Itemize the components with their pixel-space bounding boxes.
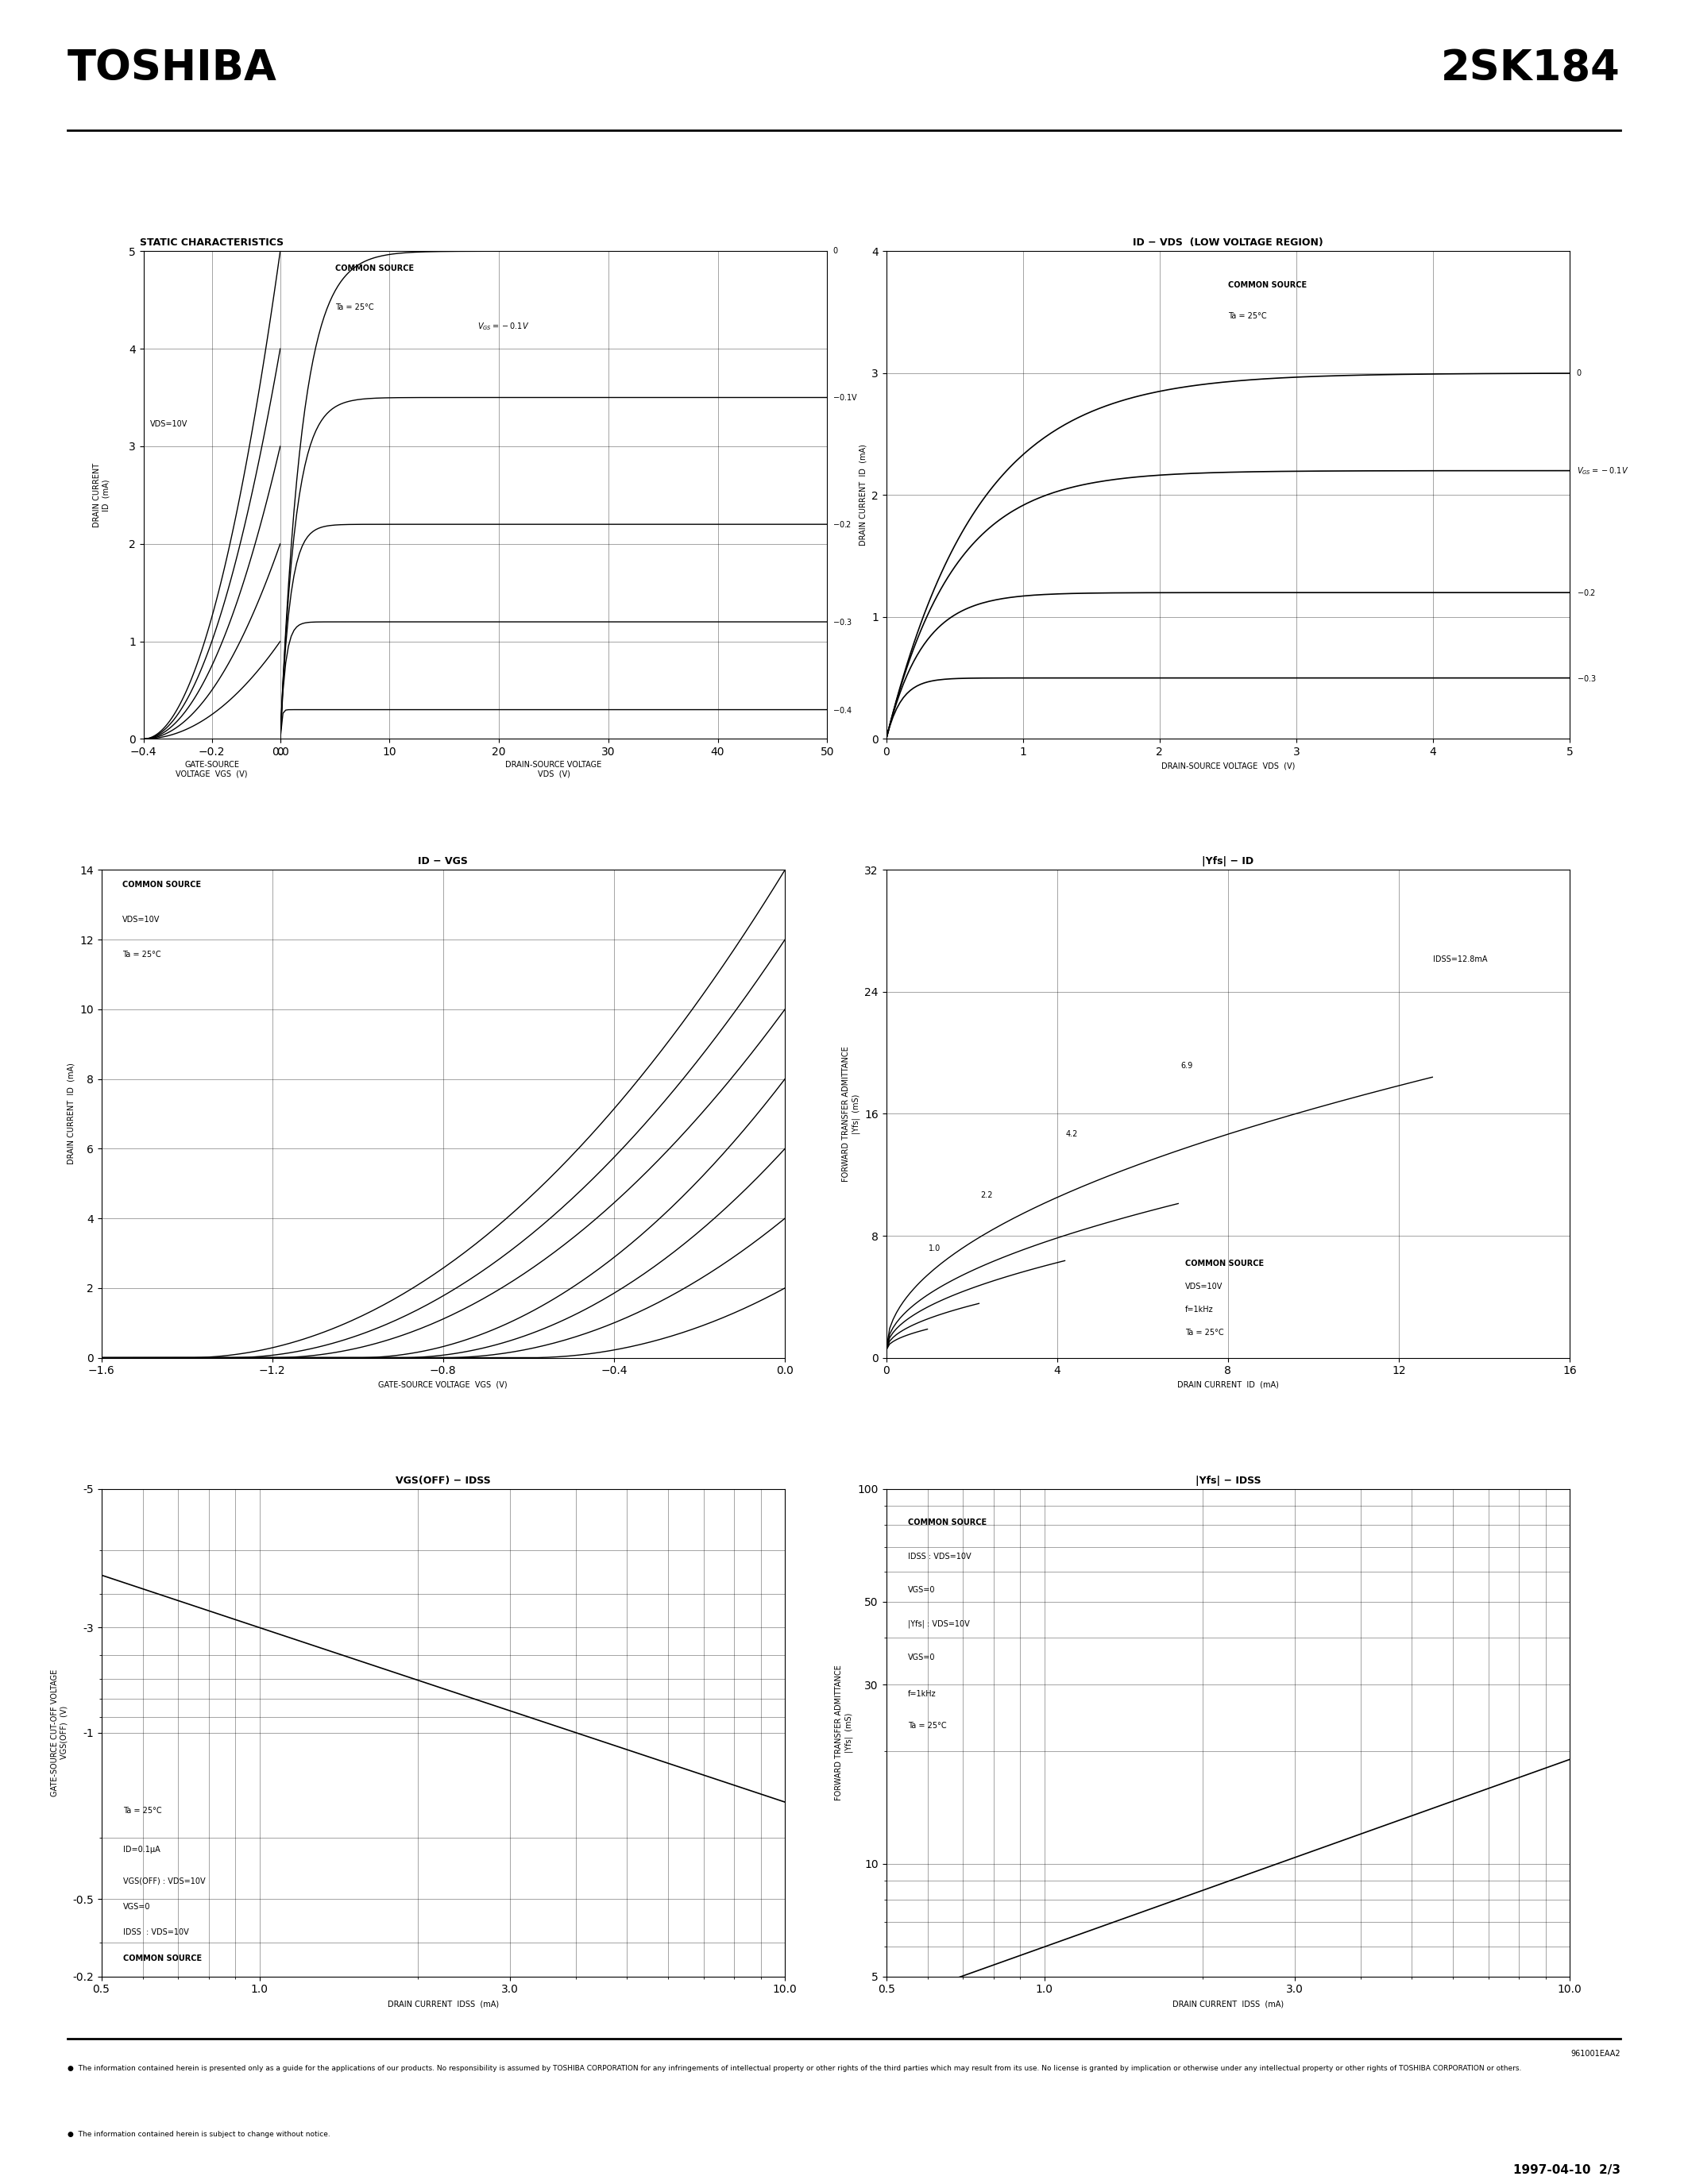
Y-axis label: DRAIN CURRENT  ID  (mA): DRAIN CURRENT ID (mA) bbox=[859, 443, 868, 546]
Text: 4.2: 4.2 bbox=[1065, 1131, 1079, 1138]
Text: ●  The information contained herein is presented only as a guide for the applica: ● The information contained herein is pr… bbox=[68, 2064, 1521, 2073]
Text: COMMON SOURCE: COMMON SOURCE bbox=[1185, 1260, 1264, 1269]
Text: Ta = 25°C: Ta = 25°C bbox=[334, 304, 373, 312]
Title: |Yfs| − IDSS: |Yfs| − IDSS bbox=[1195, 1476, 1261, 1485]
Text: $-0.4$: $-0.4$ bbox=[832, 705, 852, 714]
Text: VDS=10V: VDS=10V bbox=[123, 915, 160, 924]
Text: $-0.2$: $-0.2$ bbox=[832, 520, 852, 529]
Text: |Yfs| : VDS=10V: |Yfs| : VDS=10V bbox=[908, 1621, 969, 1627]
Text: TOSHIBA: TOSHIBA bbox=[68, 48, 277, 90]
Text: VDS=10V: VDS=10V bbox=[1185, 1282, 1222, 1291]
Text: IDSS : VDS=10V: IDSS : VDS=10V bbox=[908, 1553, 971, 1562]
Text: COMMON SOURCE: COMMON SOURCE bbox=[334, 264, 414, 273]
Text: VDS=10V: VDS=10V bbox=[150, 419, 187, 428]
Title: STATIC CHARACTERISTICS: STATIC CHARACTERISTICS bbox=[140, 238, 284, 249]
Y-axis label: DRAIN CURRENT  ID  (mA): DRAIN CURRENT ID (mA) bbox=[68, 1064, 76, 1164]
Text: GATE-SOURCE
VOLTAGE  VGS  (V): GATE-SOURCE VOLTAGE VGS (V) bbox=[176, 760, 248, 778]
Text: ID=0.1μA: ID=0.1μA bbox=[123, 1845, 160, 1854]
Text: COMMON SOURCE: COMMON SOURCE bbox=[1229, 282, 1307, 288]
Text: VGS=0: VGS=0 bbox=[123, 1902, 150, 1911]
Text: $-0.1$V: $-0.1$V bbox=[832, 393, 858, 402]
Text: 6.9: 6.9 bbox=[1182, 1061, 1193, 1070]
Text: 1.0: 1.0 bbox=[928, 1245, 940, 1254]
Text: $V_{GS}= -0.1V$: $V_{GS}= -0.1V$ bbox=[1577, 465, 1629, 476]
Text: IDSS  : VDS=10V: IDSS : VDS=10V bbox=[123, 1928, 189, 1937]
Text: Ta = 25°C: Ta = 25°C bbox=[1185, 1328, 1224, 1337]
Text: $-0.2$: $-0.2$ bbox=[1577, 587, 1595, 598]
Text: GATE-SOURCE CUT-OFF VOLTAGE
VGS(OFF)  (V): GATE-SOURCE CUT-OFF VOLTAGE VGS(OFF) (V) bbox=[51, 1669, 68, 1795]
X-axis label: DRAIN CURRENT  IDSS  (mA): DRAIN CURRENT IDSS (mA) bbox=[388, 2001, 498, 2007]
X-axis label: DRAIN CURRENT  IDSS  (mA): DRAIN CURRENT IDSS (mA) bbox=[1173, 2001, 1283, 2007]
Text: IDSS=12.8mA: IDSS=12.8mA bbox=[1433, 954, 1487, 963]
X-axis label: DRAIN CURRENT  ID  (mA): DRAIN CURRENT ID (mA) bbox=[1177, 1380, 1280, 1389]
Text: Ta = 25°C: Ta = 25°C bbox=[908, 1721, 947, 1730]
Text: Ta = 25°C: Ta = 25°C bbox=[123, 1806, 162, 1815]
Text: 2SK184: 2SK184 bbox=[1442, 48, 1620, 90]
Text: Ta = 25°C: Ta = 25°C bbox=[1229, 312, 1266, 319]
X-axis label: DRAIN-SOURCE VOLTAGE  VDS  (V): DRAIN-SOURCE VOLTAGE VDS (V) bbox=[1161, 762, 1295, 771]
Text: 0: 0 bbox=[832, 247, 837, 256]
X-axis label: GATE-SOURCE VOLTAGE  VGS  (V): GATE-SOURCE VOLTAGE VGS (V) bbox=[378, 1380, 508, 1389]
Text: COMMON SOURCE: COMMON SOURCE bbox=[908, 1518, 987, 1527]
Text: COMMON SOURCE: COMMON SOURCE bbox=[123, 880, 201, 889]
Title: ID − VGS: ID − VGS bbox=[419, 856, 468, 867]
Text: 961001EAA2: 961001EAA2 bbox=[1572, 2049, 1620, 2057]
Text: DRAIN-SOURCE VOLTAGE
VDS  (V): DRAIN-SOURCE VOLTAGE VDS (V) bbox=[505, 760, 603, 778]
Text: VGS=0: VGS=0 bbox=[908, 1586, 935, 1594]
Title: |Yfs| − ID: |Yfs| − ID bbox=[1202, 856, 1254, 867]
Title: VGS(OFF) − IDSS: VGS(OFF) − IDSS bbox=[395, 1476, 491, 1485]
Text: DRAIN CURRENT
ID  (mA): DRAIN CURRENT ID (mA) bbox=[93, 463, 110, 526]
Text: $V_{GS}= -0.1V$: $V_{GS}= -0.1V$ bbox=[478, 321, 528, 332]
Text: f=1kHz: f=1kHz bbox=[1185, 1306, 1214, 1313]
Text: ●  The information contained herein is subject to change without notice.: ● The information contained herein is su… bbox=[68, 2132, 331, 2138]
Text: 2.2: 2.2 bbox=[981, 1190, 993, 1199]
Text: COMMON SOURCE: COMMON SOURCE bbox=[123, 1955, 203, 1961]
Text: $-0.3$: $-0.3$ bbox=[832, 618, 852, 627]
Text: 0: 0 bbox=[1577, 369, 1582, 378]
Text: VGS(OFF) : VDS=10V: VGS(OFF) : VDS=10V bbox=[123, 1876, 206, 1885]
Title: ID − VDS  (LOW VOLTAGE REGION): ID − VDS (LOW VOLTAGE REGION) bbox=[1133, 238, 1323, 249]
Text: 1997-04-10  2/3: 1997-04-10 2/3 bbox=[1512, 2164, 1620, 2175]
Text: FORWARD TRANSFER ADMITTANCE
|Yfs|  (mS): FORWARD TRANSFER ADMITTANCE |Yfs| (mS) bbox=[836, 1664, 852, 1800]
Text: $-0.3$: $-0.3$ bbox=[1577, 673, 1597, 684]
Text: f=1kHz: f=1kHz bbox=[908, 1690, 937, 1697]
Text: VGS=0: VGS=0 bbox=[908, 1653, 935, 1662]
Text: Ta = 25°C: Ta = 25°C bbox=[123, 950, 162, 959]
Y-axis label: FORWARD TRANSFER ADMITTANCE
|Yfs|  (mS): FORWARD TRANSFER ADMITTANCE |Yfs| (mS) bbox=[842, 1046, 859, 1182]
